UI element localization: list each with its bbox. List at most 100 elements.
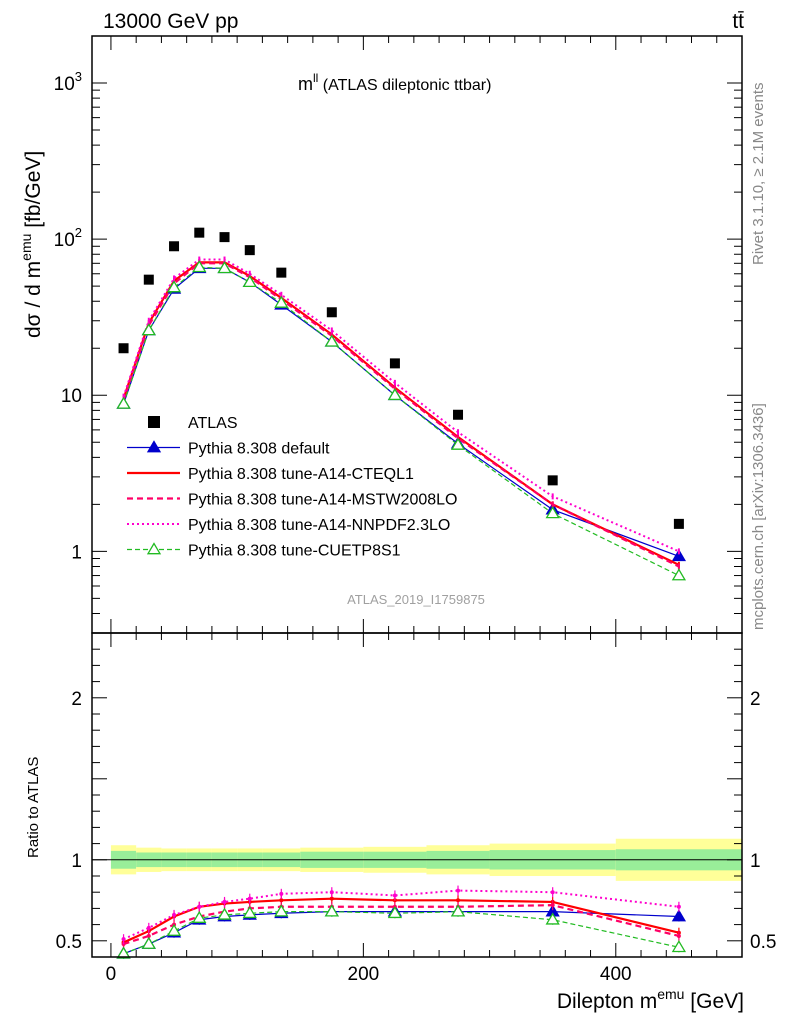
ratio-point-4 [274, 904, 289, 917]
y-axis-label-pre: dσ / d m [22, 261, 45, 338]
legend-marker [148, 416, 160, 428]
ratio-line-1 [123, 897, 680, 944]
data-point [673, 518, 684, 529]
data-point [326, 307, 337, 318]
y-tick-label: 102 [54, 225, 82, 251]
ratio-point-3 [279, 891, 284, 896]
header-left: 13000 GeV pp [103, 10, 238, 33]
legend: ATLAS Pythia 8.308 default Pythia 8.308 tu… [127, 415, 457, 560]
x-tick-label: 0 [106, 964, 117, 985]
series-point-5 [242, 274, 257, 288]
ratio-y-tick-label: 1 [71, 851, 82, 872]
ratio-point-3 [456, 888, 461, 893]
ratio-point-1 [456, 898, 461, 903]
y-axis-label-sup: emu [18, 234, 34, 261]
x-tick-label: 400 [600, 964, 632, 985]
series-point-1 [671, 549, 687, 562]
ratio-point-3 [121, 937, 126, 942]
ratio-y-tick-label-right: 0.5 [750, 932, 776, 953]
x-axis-label-post: [GeV] [684, 990, 744, 1013]
ratio-point-4 [545, 912, 560, 925]
series-point-5 [545, 506, 560, 519]
ratio-y-tick-label-right: 2 [750, 689, 761, 710]
ratio-line-2 [123, 904, 680, 946]
y-tick-label: 103 [54, 69, 82, 95]
legend-label: Pythia 8.308 tune-A14-NNPDF2.3LO [188, 517, 450, 534]
series-point-5 [166, 280, 182, 293]
x-axis-label: Dilepton memu [GeV] [557, 986, 744, 1013]
series-line-3 [122, 262, 680, 568]
ratio-point-4 [671, 939, 687, 953]
ratio-point-3 [247, 896, 252, 901]
ratio-point-2 [550, 903, 555, 908]
legend-label: Pythia 8.308 tune-A14-CTEQL1 [188, 466, 414, 483]
ratio-point-0 [671, 909, 687, 922]
plot-title-sup: ll [313, 71, 318, 85]
ratio-y-tick-label-right: 1 [750, 851, 761, 872]
header-right: tt̄ [732, 10, 744, 33]
ratio-point-4 [192, 910, 207, 923]
ratio-line-3 [123, 889, 680, 941]
ratio-y-tick-label: 2 [71, 689, 82, 710]
data-point [118, 343, 129, 354]
x-axis-label-pre: Dilepton m [557, 990, 657, 1013]
series-point-5 [116, 396, 131, 409]
ratio-point-4 [450, 904, 466, 917]
data-point [169, 241, 180, 252]
ratio-point-3 [197, 904, 202, 909]
ratio-point-4 [116, 946, 131, 959]
data-point [453, 409, 464, 420]
data-point [547, 475, 558, 486]
ratio-point-4 [324, 904, 339, 917]
series-line-1 [122, 267, 680, 557]
ratio-point-4 [242, 905, 257, 919]
main-panel: 1 10 102 103 [54, 35, 743, 957]
legend-marker [146, 440, 162, 453]
legend-marker [146, 542, 162, 555]
legend-label: ATLAS [188, 415, 238, 432]
ratio-point-3 [172, 912, 177, 917]
y-axis-label: dσ / d memu [fb/GeV] [18, 151, 45, 338]
ratio-panel: 0 200 400 0.5 0.5 1 1 2 2 [56, 632, 776, 985]
y-axis-label-post: [fb/GeV] [22, 151, 45, 234]
legend-label: Pythia 8.308 default [188, 441, 330, 458]
x-tick-label: 200 [348, 964, 380, 985]
rivet-label: Rivet 3.1.10, ≥ 2.1M events [750, 83, 767, 266]
series-line-4 [122, 258, 680, 553]
data-point [276, 267, 287, 278]
legend-label: Pythia 8.308 tune-A14-MSTW2008LO [188, 492, 457, 509]
data-point [194, 227, 205, 238]
ratio-point-4 [387, 905, 403, 919]
y-tick-label: 10 [61, 386, 82, 407]
x-axis-label-sup: emu [657, 986, 684, 1002]
ratio-point-1 [279, 898, 284, 903]
mcplots-label: mcplots.cern.ch [arXiv:1306.3436] [750, 403, 767, 630]
series-point-5 [217, 261, 232, 274]
series-point-5 [141, 323, 156, 336]
series-point-5 [192, 260, 207, 273]
ratio-point-3 [392, 893, 397, 898]
ratio-point-4 [141, 936, 156, 949]
series-point-5 [450, 437, 466, 450]
plot-title-main: m [298, 74, 313, 94]
data-point [219, 232, 230, 243]
series-point-5 [671, 568, 687, 581]
legend-label: Pythia 8.308 tune-CUETP8S1 [188, 543, 401, 560]
ratio-point-2 [676, 933, 681, 938]
ratio-point-3 [329, 890, 334, 895]
plot-title-rest: (ATLAS dileptonic ttbar) [318, 77, 491, 94]
ratio-point-3 [222, 899, 227, 904]
ratio-point-3 [676, 904, 681, 909]
series-point-5 [387, 387, 403, 401]
data-point [389, 358, 400, 369]
data-point [244, 245, 255, 256]
ratio-y-tick-label: 0.5 [56, 932, 82, 953]
ratio-point-4 [166, 923, 182, 936]
y-tick-label: 1 [71, 542, 82, 563]
ratio-point-4 [217, 907, 232, 920]
plot-title: mll (ATLAS dileptonic ttbar) [298, 71, 491, 94]
ratio-point-3 [146, 925, 151, 930]
ratio-y-axis-label: Ratio to ATLAS [25, 757, 42, 858]
series-line-5 [122, 266, 680, 577]
